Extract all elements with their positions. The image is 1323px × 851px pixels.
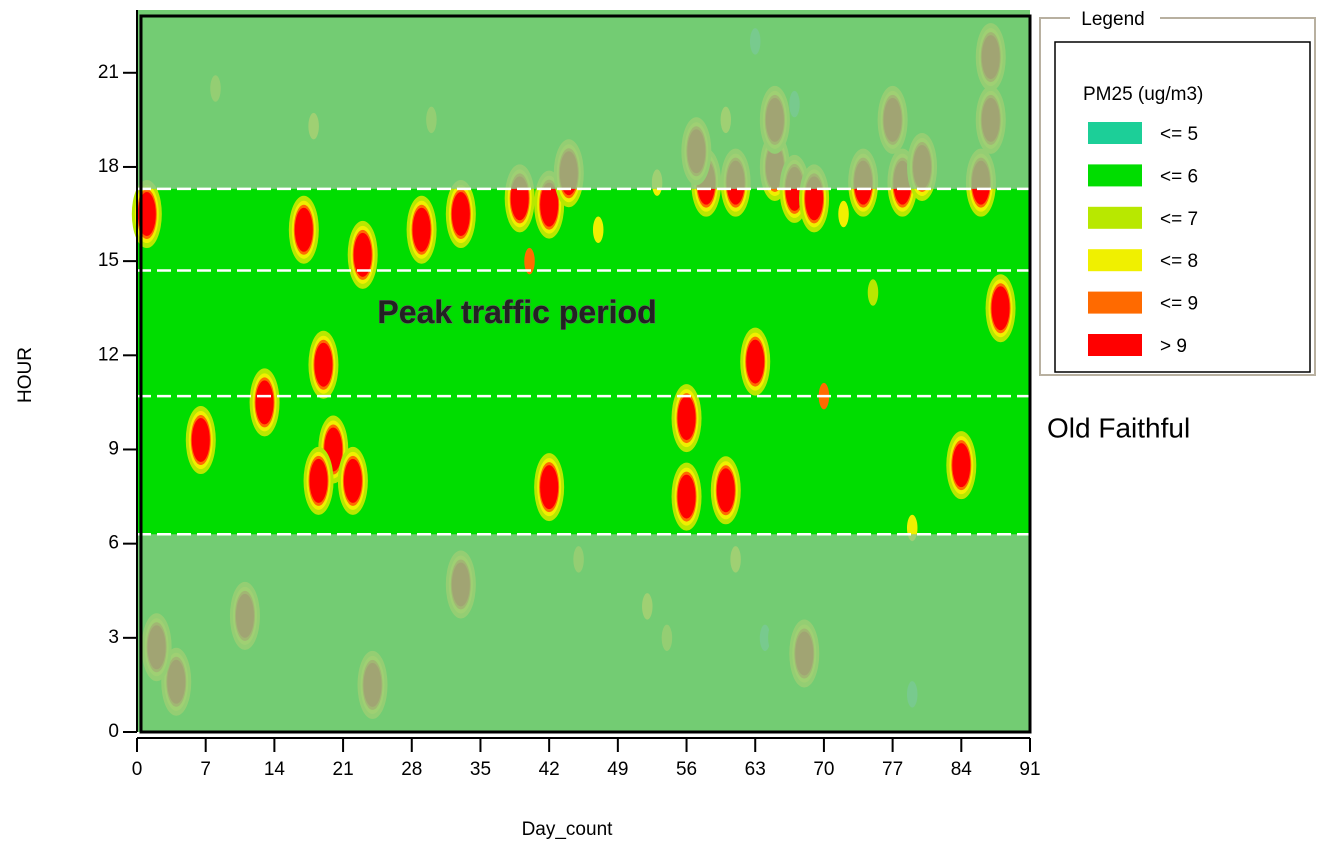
x-tick-label: 0 — [132, 759, 143, 780]
legend-swatch — [1088, 334, 1142, 356]
contour-blob — [191, 418, 210, 463]
contour-blob — [314, 342, 333, 387]
y-tick-label: 15 — [98, 250, 119, 271]
x-tick-label: 35 — [470, 759, 491, 780]
legend-title-bg — [1070, 8, 1160, 32]
contour-blob — [540, 465, 559, 510]
legend-subtitle: PM25 (ug/m3) — [1083, 84, 1203, 105]
legend-swatch — [1088, 206, 1142, 229]
x-tick-label: 70 — [813, 759, 834, 780]
plot-area: Peak traffic period — [131, 10, 1032, 734]
contour-blob — [746, 339, 765, 384]
contour-blob — [412, 207, 431, 252]
muted-region — [137, 10, 1030, 189]
legend-swatch — [1088, 249, 1142, 272]
legend-swatch — [1088, 164, 1142, 187]
contour-blob — [866, 277, 880, 308]
contour-blob — [309, 458, 328, 503]
y-tick-label: 3 — [108, 627, 119, 648]
contour-blob — [591, 214, 605, 245]
annotation: Old Faithful — [1047, 412, 1190, 443]
x-tick-label: 7 — [200, 759, 211, 780]
x-axis-label: Day_count — [522, 819, 614, 840]
y-tick-label: 0 — [108, 721, 119, 742]
y-tick-label: 6 — [108, 533, 119, 554]
legend-title: Legend — [1081, 9, 1144, 30]
y-tick-label: 21 — [98, 62, 119, 83]
legend-label: <= 8 — [1160, 251, 1198, 272]
legend: <= 5 <= 6 <= 7 <= 8 <= 9 > 9 — [1088, 122, 1198, 357]
x-tick-label: 49 — [607, 759, 628, 780]
y-tick-label: 18 — [98, 156, 119, 177]
legend-swatch — [1088, 291, 1142, 314]
legend-label: <= 7 — [1160, 209, 1198, 230]
x-tick-label: 56 — [676, 759, 697, 780]
contour-blob — [677, 474, 696, 519]
contour-blob — [991, 286, 1010, 331]
legend-label: <= 5 — [1160, 124, 1198, 145]
contour-blob — [677, 396, 696, 441]
x-tick-label: 63 — [745, 759, 766, 780]
contour-blob — [343, 458, 362, 503]
contour-blob — [451, 192, 470, 237]
annotation: Peak traffic period — [377, 294, 656, 330]
contour-blob — [294, 207, 313, 252]
contour-blob — [255, 380, 274, 425]
plot-frame — [139, 14, 1032, 734]
y-tick-label: 12 — [98, 344, 119, 365]
x-tick-label: 77 — [882, 759, 903, 780]
contour-blob — [353, 232, 372, 277]
contour-blob — [952, 443, 971, 488]
x-tick-label: 14 — [264, 759, 286, 780]
x-tick-label: 84 — [951, 759, 973, 780]
y-axis-label: HOUR — [15, 347, 36, 403]
x-tick-label: 42 — [539, 759, 560, 780]
contour-blob — [540, 182, 559, 227]
x-tick-label: 21 — [333, 759, 354, 780]
contour-blob — [716, 468, 735, 513]
muted-region — [137, 534, 1030, 732]
legend-label: <= 9 — [1160, 294, 1198, 315]
x-tick-label: 91 — [1019, 759, 1040, 780]
x-tick-label: 28 — [401, 759, 422, 780]
legend-swatch — [1088, 122, 1142, 144]
legend-label: <= 6 — [1160, 166, 1198, 187]
contour-blob — [836, 199, 851, 229]
y-tick-label: 9 — [108, 438, 119, 459]
contour-blob — [522, 246, 537, 276]
legend-label: > 9 — [1160, 336, 1187, 357]
